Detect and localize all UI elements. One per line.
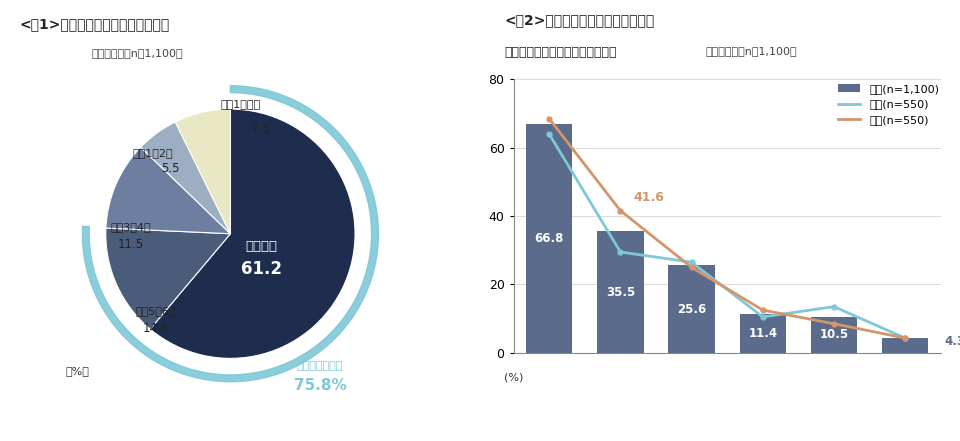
Text: <図2>　自宅で食べるごはんの種類: <図2> 自宅で食べるごはんの種類 (504, 13, 655, 27)
Bar (739, 314, 786, 353)
Text: <図1>　自宅でごはんを食べる頻度: <図1> 自宅でごはんを食べる頻度 (19, 18, 170, 32)
Bar (882, 338, 928, 353)
Text: 週に1〜2日: 週に1〜2日 (132, 148, 174, 158)
Text: 5.5: 5.5 (161, 162, 180, 176)
Text: （単一回答：n＝1,100）: （単一回答：n＝1,100） (91, 49, 182, 59)
Text: 10.5: 10.5 (820, 329, 849, 341)
Text: 25.6: 25.6 (677, 303, 707, 316)
Text: 66.8: 66.8 (535, 232, 564, 245)
Text: （複数回答：n＝1,100）: （複数回答：n＝1,100） (706, 46, 797, 56)
Text: ほぼ毎日: ほぼ毎日 (246, 240, 277, 253)
Text: 61.2: 61.2 (241, 260, 282, 278)
Wedge shape (176, 109, 230, 234)
Text: （どのように用意されたものか）: （どのように用意されたものか） (504, 46, 616, 59)
Bar (811, 317, 857, 353)
Text: (%): (%) (504, 372, 523, 382)
Text: 41.6: 41.6 (634, 191, 664, 204)
Text: 35.5: 35.5 (606, 286, 635, 299)
Bar (668, 265, 715, 353)
Legend: 全体(n=1,100), 男性(n=550), 女性(n=550): 全体(n=1,100), 男性(n=550), 女性(n=550) (834, 79, 944, 130)
Text: 14.6: 14.6 (142, 322, 169, 335)
Text: 4.3: 4.3 (945, 335, 960, 348)
Wedge shape (141, 122, 230, 234)
Text: 週に3〜4日: 週に3〜4日 (110, 223, 151, 232)
Wedge shape (150, 109, 355, 359)
Text: 週に５日以上計: 週に５日以上計 (297, 361, 344, 371)
Text: 11.4: 11.4 (748, 327, 778, 340)
Wedge shape (106, 228, 230, 329)
Text: 75.8%: 75.8% (294, 378, 347, 393)
Text: 11.5: 11.5 (118, 239, 144, 251)
Text: 週に5〜6日: 週に5〜6日 (135, 306, 176, 316)
Polygon shape (83, 86, 378, 382)
Text: （%）: （%） (66, 366, 90, 376)
Text: 7.3: 7.3 (251, 123, 270, 135)
Bar (597, 232, 643, 353)
Wedge shape (106, 147, 230, 234)
Text: 週に1日未満: 週に1日未満 (220, 99, 260, 109)
Bar (526, 124, 572, 353)
